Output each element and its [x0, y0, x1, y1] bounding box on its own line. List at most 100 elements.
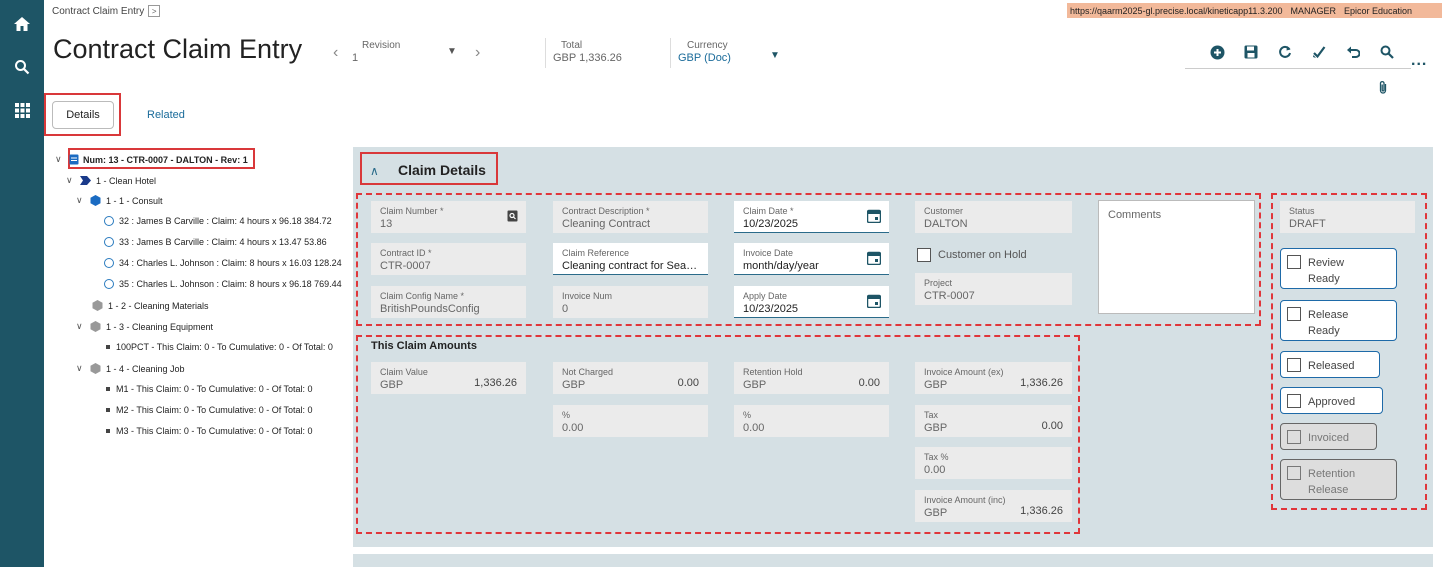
tree-root-label: Num: 13 - CTR-0007 - DALTON - Rev: 1: [83, 154, 248, 165]
not-charged-percent-field[interactable]: % 0.00: [553, 405, 708, 437]
checkbox-box[interactable]: [917, 248, 931, 262]
chevron-down-icon[interactable]: ∨: [76, 363, 83, 373]
tree-leaf-label: 32 : James B Carville : Claim: 4 hours x…: [119, 216, 332, 226]
search-icon[interactable]: [10, 55, 34, 79]
chevron-down-icon[interactable]: ∨: [55, 154, 62, 164]
currency-value: GBP (Doc): [678, 52, 731, 64]
tree-leaf-m2[interactable]: M2 - This Claim: 0 - To Cumulative: 0 - …: [106, 405, 313, 415]
comments-textarea[interactable]: Comments: [1098, 200, 1255, 314]
contract-id-field[interactable]: Contract ID * CTR-0007: [371, 243, 526, 275]
next-section-panel: [353, 554, 1433, 567]
approved-button[interactable]: Approved: [1280, 387, 1383, 414]
invoice-num-field[interactable]: Invoice Num 0: [553, 286, 708, 318]
claim-date-value: 10/23/2025: [743, 218, 799, 230]
retention-release-button: Retention Release: [1280, 459, 1397, 500]
release-ready-button[interactable]: Release Ready: [1280, 300, 1397, 341]
apps-grid-icon[interactable]: [10, 98, 34, 122]
toolbar-search-icon[interactable]: [1370, 42, 1404, 62]
tree-leaf-m1[interactable]: M1 - This Claim: 0 - To Cumulative: 0 - …: [106, 384, 313, 394]
tree-node-cleaning-job[interactable]: ∨ 1 - 4 - Cleaning Job: [76, 363, 185, 374]
undo-icon[interactable]: [1336, 42, 1370, 62]
checkbox-box[interactable]: [1287, 358, 1301, 372]
contract-description-field[interactable]: Contract Description * Cleaning Contract: [553, 201, 708, 233]
divider: [545, 38, 546, 68]
tree-node-consult[interactable]: ∨ 1 - 1 - Consult: [76, 195, 163, 206]
divider: [670, 38, 671, 68]
clear-icon[interactable]: [1302, 42, 1336, 62]
customer-on-hold-checkbox[interactable]: Customer on Hold: [917, 248, 1027, 262]
customer-on-hold-label: Customer on Hold: [938, 249, 1027, 261]
invoice-date-value: month/day/year: [743, 260, 819, 272]
currency-field[interactable]: Currency GBP (Doc): [678, 40, 778, 64]
calendar-icon[interactable]: [866, 209, 882, 228]
claim-value-field: Claim Value GBP 1,336.26: [371, 362, 526, 394]
hexagon-icon: [90, 363, 101, 374]
tree-node-cleaning-equipment[interactable]: ∨ 1 - 3 - Cleaning Equipment: [76, 321, 213, 332]
home-icon[interactable]: [10, 12, 34, 36]
invoice-amount-inc-field: Invoice Amount (inc) GBP 1,336.26: [915, 490, 1072, 522]
next-revision-icon[interactable]: ›: [475, 44, 481, 61]
search-document-icon[interactable]: [507, 209, 518, 227]
breadcrumb-expand-button[interactable]: >: [148, 5, 161, 17]
not-charged-field[interactable]: Not Charged GBP 0.00: [553, 362, 708, 394]
tree-node-label: 1 - Clean Hotel: [96, 175, 157, 186]
add-new-icon[interactable]: [1200, 42, 1234, 62]
claim-value-amount: 1,336.26: [474, 377, 517, 389]
tax-percent-label: Tax %: [924, 452, 949, 462]
amounts-highlight: [356, 335, 1080, 534]
refresh-icon[interactable]: [1268, 42, 1302, 62]
tree-leaf-34[interactable]: 34 : Charles L. Johnson : Claim: 8 hours…: [104, 258, 342, 268]
attachment-icon[interactable]: [1378, 80, 1388, 99]
tab-details[interactable]: Details: [52, 101, 114, 129]
checkbox-box[interactable]: [1287, 307, 1301, 321]
chevron-down-icon[interactable]: ∨: [76, 195, 83, 205]
apply-date-field[interactable]: Apply Date 10/23/2025: [734, 286, 889, 318]
claim-value-label: Claim Value: [380, 367, 428, 377]
customer-value: DALTON: [924, 218, 968, 230]
hexagon-icon: [90, 321, 101, 332]
claim-config-name-field[interactable]: Claim Config Name * BritishPoundsConfig: [371, 286, 526, 318]
tree-node-clean-hotel[interactable]: ∨ 1 - Clean Hotel: [66, 175, 156, 186]
retention-percent-field[interactable]: % 0.00: [734, 405, 889, 437]
bullet-icon: [106, 429, 110, 433]
approved-label: Approved: [1308, 396, 1356, 408]
chevron-up-icon[interactable]: ∧: [370, 164, 379, 178]
released-button[interactable]: Released: [1280, 351, 1380, 378]
claim-date-field[interactable]: Claim Date * 10/23/2025: [734, 201, 889, 233]
retention-release-label: Retention Release: [1308, 468, 1356, 496]
invoiced-label: Invoiced: [1308, 432, 1349, 444]
currency-dropdown-icon[interactable]: ▼: [770, 50, 780, 61]
customer-field[interactable]: Customer DALTON: [915, 201, 1072, 233]
tree-leaf-32[interactable]: 32 : James B Carville : Claim: 4 hours x…: [104, 216, 332, 226]
total-currency: GBP: [553, 52, 577, 64]
tree-root-node[interactable]: ∨ Num: 13 - CTR-0007 - DALTON - Rev: 1: [55, 154, 248, 165]
claim-number-label: Claim Number *: [380, 206, 444, 216]
claim-number-field[interactable]: Claim Number * 13: [371, 201, 526, 233]
revision-label: Revision: [362, 40, 401, 51]
tree-leaf-100pct[interactable]: 100PCT - This Claim: 0 - To Cumulative: …: [106, 342, 333, 352]
calendar-icon[interactable]: [866, 251, 882, 270]
chevron-down-icon[interactable]: ∨: [76, 321, 83, 331]
claim-reference-field[interactable]: Claim Reference Cleaning contract for Se…: [553, 243, 708, 275]
prev-revision-icon[interactable]: ‹: [333, 44, 339, 61]
calendar-icon[interactable]: [866, 294, 882, 313]
more-options-icon[interactable]: ...: [1411, 52, 1428, 69]
retention-hold-field[interactable]: Retention Hold GBP 0.00: [734, 362, 889, 394]
invoice-date-field[interactable]: Invoice Date month/day/year: [734, 243, 889, 275]
save-icon[interactable]: [1234, 42, 1268, 62]
revision-dropdown-icon[interactable]: ▼: [447, 46, 457, 57]
tree-leaf-33[interactable]: 33 : James B Carville : Claim: 4 hours x…: [104, 237, 327, 247]
review-ready-button[interactable]: Review Ready: [1280, 248, 1397, 289]
tab-related[interactable]: Related: [147, 109, 185, 121]
checkbox-box[interactable]: [1287, 255, 1301, 269]
revision-field[interactable]: Revision 1: [352, 40, 462, 64]
tree-leaf-35[interactable]: 35 : Charles L. Johnson : Claim: 8 hours…: [104, 279, 342, 289]
invoice-amount-inc-label: Invoice Amount (inc): [924, 495, 1006, 505]
project-field[interactable]: Project CTR-0007: [915, 273, 1072, 305]
tree-leaf-label: M1 - This Claim: 0 - To Cumulative: 0 - …: [116, 384, 313, 394]
chevron-down-icon[interactable]: ∨: [66, 175, 73, 185]
tree-leaf-m3[interactable]: M3 - This Claim: 0 - To Cumulative: 0 - …: [106, 426, 313, 436]
checkbox-box[interactable]: [1287, 394, 1301, 408]
env-user: MANAGER: [1290, 5, 1336, 16]
tree-node-cleaning-materials[interactable]: 1 - 2 - Cleaning Materials: [92, 300, 209, 311]
